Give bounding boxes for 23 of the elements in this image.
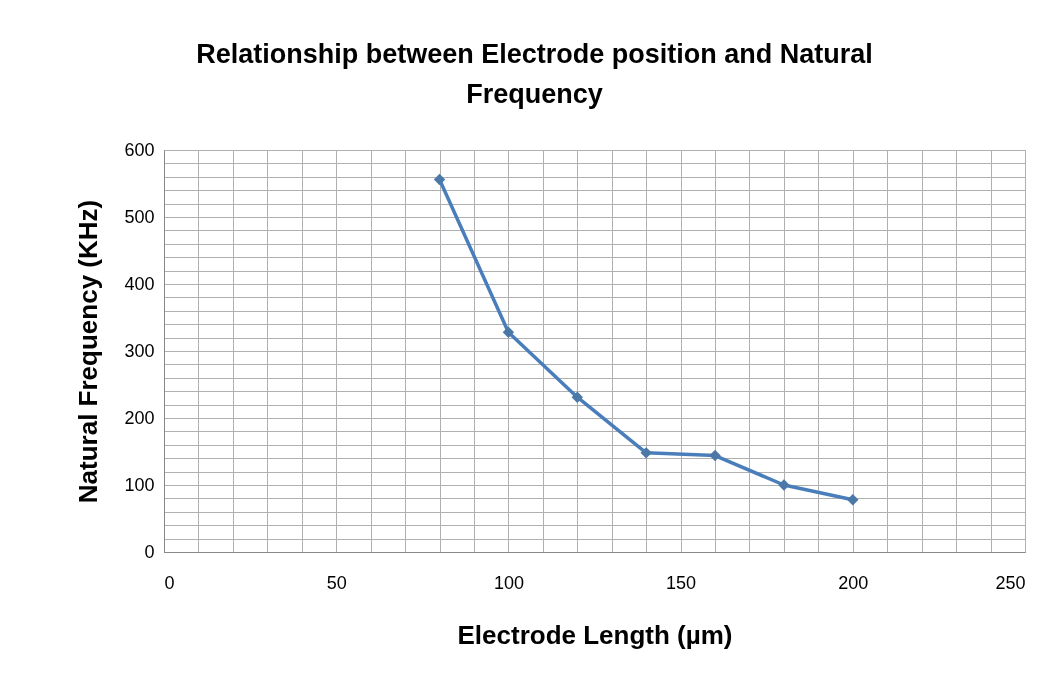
point [433,173,446,186]
y-tick-label: 400 [124,273,155,294]
y-tick-label: 200 [124,407,155,428]
x-axis-title: Electrode Length (µm) [457,619,733,650]
y-tick-label: 0 [144,541,155,562]
point [847,494,859,506]
y-tick-label: 500 [124,206,155,227]
y-axis-title: Natural Frequency (KHz) [73,199,104,504]
point [502,326,515,338]
x-tick-label: 200 [838,572,869,593]
y-tick-label: 600 [124,139,155,160]
point [640,447,652,459]
x-tick-label: 50 [326,572,347,593]
x-tick-label: 100 [493,572,524,593]
x-tick-label: 150 [666,572,697,593]
x-tick-label: 250 [995,572,1026,593]
x-tick-label: 0 [164,572,175,593]
y-tick-label: 100 [124,474,155,495]
y-tick-label: 300 [124,340,155,361]
point [709,449,721,462]
point [571,391,583,403]
point [778,479,790,491]
chart-title: Relationship between Electrode position and Natural Frequency [196,39,873,109]
